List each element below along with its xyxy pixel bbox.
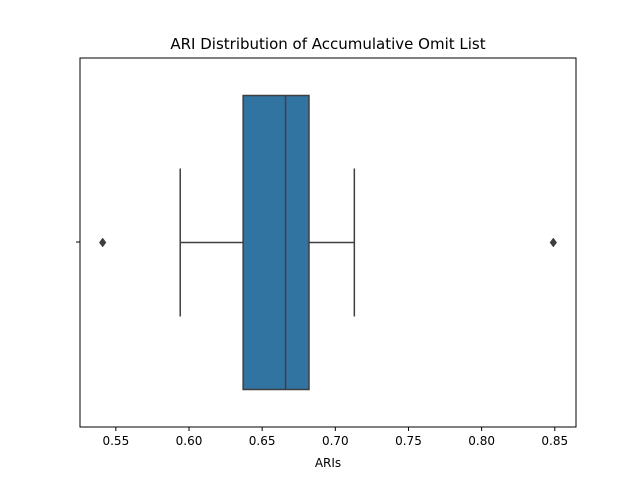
x-tick-label: 0.55	[102, 434, 129, 448]
x-axis-label: ARIs	[315, 456, 341, 470]
plot-area	[98, 94, 558, 391]
x-axis-ticks: 0.55 0.60 0.65 0.70 0.75 0.80 0.85	[102, 427, 568, 448]
x-tick-label: 0.75	[395, 434, 422, 448]
x-tick-label: 0.80	[468, 434, 495, 448]
outlier-point-1	[549, 237, 558, 248]
x-tick-label: 0.65	[249, 434, 276, 448]
outlier-point-0	[98, 237, 107, 248]
x-tick-label: 0.60	[176, 434, 203, 448]
x-tick-label: 0.85	[541, 434, 568, 448]
chart-title: ARI Distribution of Accumulative Omit Li…	[170, 35, 485, 53]
x-tick-label: 0.70	[322, 434, 349, 448]
iqr-box	[242, 94, 310, 391]
